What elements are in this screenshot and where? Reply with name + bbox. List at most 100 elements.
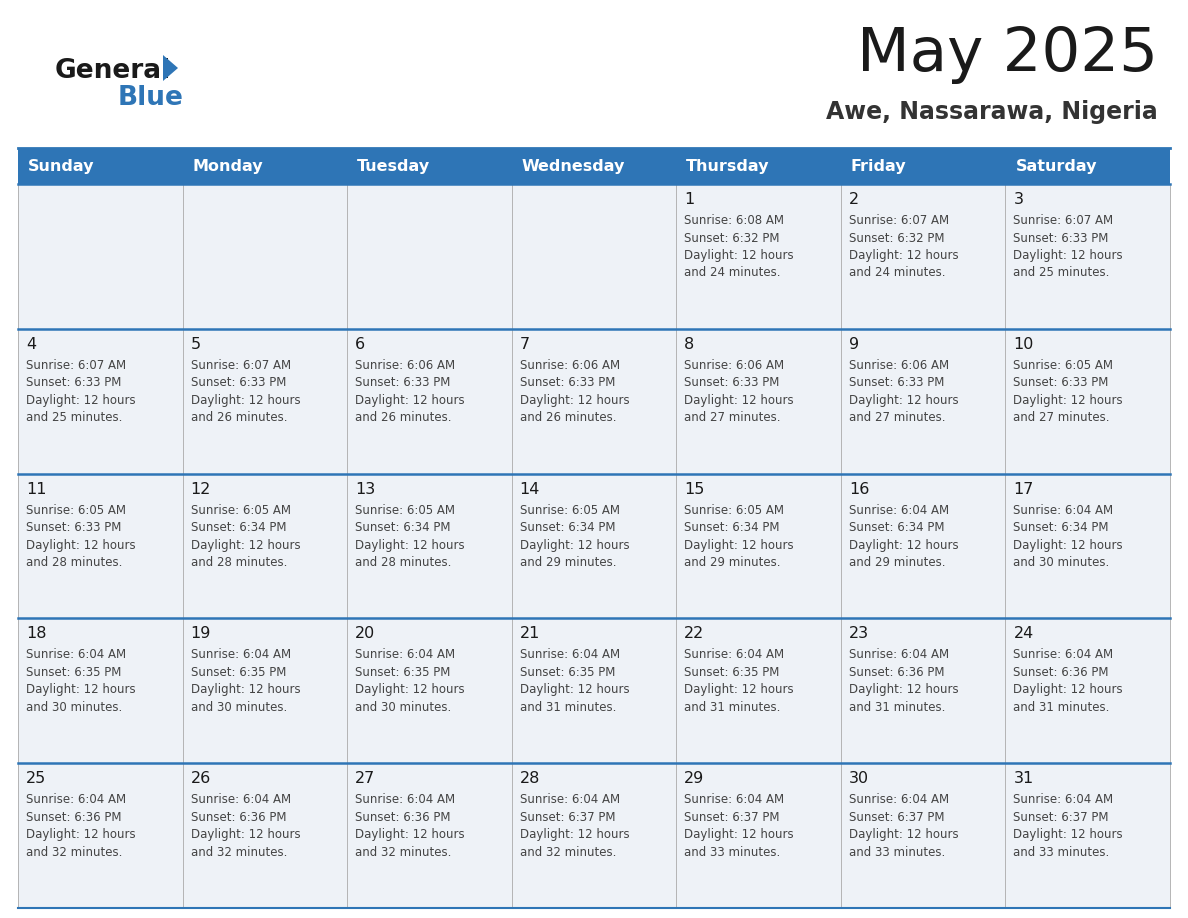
Text: Sunrise: 6:06 AM
Sunset: 6:33 PM
Daylight: 12 hours
and 27 minutes.: Sunrise: 6:06 AM Sunset: 6:33 PM Dayligh… <box>684 359 794 424</box>
Text: 4: 4 <box>26 337 36 352</box>
Text: 28: 28 <box>519 771 541 786</box>
Text: 10: 10 <box>1013 337 1034 352</box>
Text: Sunrise: 6:04 AM
Sunset: 6:36 PM
Daylight: 12 hours
and 32 minutes.: Sunrise: 6:04 AM Sunset: 6:36 PM Dayligh… <box>26 793 135 858</box>
Text: 7: 7 <box>519 337 530 352</box>
Bar <box>1005 148 1170 184</box>
Bar <box>183 619 347 763</box>
Bar <box>1005 763 1170 908</box>
Text: Sunrise: 6:05 AM
Sunset: 6:33 PM
Daylight: 12 hours
and 28 minutes.: Sunrise: 6:05 AM Sunset: 6:33 PM Dayligh… <box>26 504 135 569</box>
Text: Sunrise: 6:04 AM
Sunset: 6:37 PM
Daylight: 12 hours
and 32 minutes.: Sunrise: 6:04 AM Sunset: 6:37 PM Dayligh… <box>519 793 630 858</box>
Text: Sunrise: 6:07 AM
Sunset: 6:33 PM
Daylight: 12 hours
and 25 minutes.: Sunrise: 6:07 AM Sunset: 6:33 PM Dayligh… <box>26 359 135 424</box>
Bar <box>512 474 676 619</box>
Text: General: General <box>55 58 171 84</box>
Bar <box>183 474 347 619</box>
Text: Awe, Nassarawa, Nigeria: Awe, Nassarawa, Nigeria <box>826 100 1158 124</box>
Text: 17: 17 <box>1013 482 1034 497</box>
Text: Sunrise: 6:04 AM
Sunset: 6:37 PM
Daylight: 12 hours
and 33 minutes.: Sunrise: 6:04 AM Sunset: 6:37 PM Dayligh… <box>684 793 794 858</box>
Bar <box>841 184 1005 329</box>
Bar <box>1005 474 1170 619</box>
Text: Thursday: Thursday <box>687 159 770 174</box>
Text: 20: 20 <box>355 626 375 642</box>
Bar <box>841 329 1005 474</box>
Bar <box>183 329 347 474</box>
Text: Sunrise: 6:04 AM
Sunset: 6:35 PM
Daylight: 12 hours
and 30 minutes.: Sunrise: 6:04 AM Sunset: 6:35 PM Dayligh… <box>355 648 465 714</box>
Text: Sunrise: 6:08 AM
Sunset: 6:32 PM
Daylight: 12 hours
and 24 minutes.: Sunrise: 6:08 AM Sunset: 6:32 PM Dayligh… <box>684 214 794 279</box>
Text: 18: 18 <box>26 626 46 642</box>
Text: 14: 14 <box>519 482 541 497</box>
Text: Sunrise: 6:04 AM
Sunset: 6:36 PM
Daylight: 12 hours
and 31 minutes.: Sunrise: 6:04 AM Sunset: 6:36 PM Dayligh… <box>849 648 959 714</box>
Text: Sunrise: 6:04 AM
Sunset: 6:35 PM
Daylight: 12 hours
and 31 minutes.: Sunrise: 6:04 AM Sunset: 6:35 PM Dayligh… <box>684 648 794 714</box>
Text: Sunrise: 6:04 AM
Sunset: 6:36 PM
Daylight: 12 hours
and 32 minutes.: Sunrise: 6:04 AM Sunset: 6:36 PM Dayligh… <box>355 793 465 858</box>
Bar <box>841 763 1005 908</box>
Text: May 2025: May 2025 <box>857 25 1158 84</box>
Text: 13: 13 <box>355 482 375 497</box>
Text: 22: 22 <box>684 626 704 642</box>
Text: 2: 2 <box>849 192 859 207</box>
Bar <box>1005 619 1170 763</box>
Text: 12: 12 <box>190 482 211 497</box>
Text: Sunrise: 6:04 AM
Sunset: 6:37 PM
Daylight: 12 hours
and 33 minutes.: Sunrise: 6:04 AM Sunset: 6:37 PM Dayligh… <box>849 793 959 858</box>
Bar <box>676 184 841 329</box>
Text: Sunrise: 6:05 AM
Sunset: 6:34 PM
Daylight: 12 hours
and 29 minutes.: Sunrise: 6:05 AM Sunset: 6:34 PM Dayligh… <box>519 504 630 569</box>
Text: Sunrise: 6:04 AM
Sunset: 6:35 PM
Daylight: 12 hours
and 30 minutes.: Sunrise: 6:04 AM Sunset: 6:35 PM Dayligh… <box>190 648 301 714</box>
Bar <box>1005 184 1170 329</box>
Bar <box>512 763 676 908</box>
Text: Sunrise: 6:04 AM
Sunset: 6:36 PM
Daylight: 12 hours
and 32 minutes.: Sunrise: 6:04 AM Sunset: 6:36 PM Dayligh… <box>190 793 301 858</box>
Text: 21: 21 <box>519 626 541 642</box>
Bar <box>1005 329 1170 474</box>
Text: 23: 23 <box>849 626 868 642</box>
Text: Sunrise: 6:05 AM
Sunset: 6:34 PM
Daylight: 12 hours
and 28 minutes.: Sunrise: 6:05 AM Sunset: 6:34 PM Dayligh… <box>355 504 465 569</box>
Text: Sunrise: 6:06 AM
Sunset: 6:33 PM
Daylight: 12 hours
and 27 minutes.: Sunrise: 6:06 AM Sunset: 6:33 PM Dayligh… <box>849 359 959 424</box>
Bar <box>512 184 676 329</box>
Bar <box>18 329 183 474</box>
Bar <box>347 474 512 619</box>
Text: Sunrise: 6:04 AM
Sunset: 6:35 PM
Daylight: 12 hours
and 30 minutes.: Sunrise: 6:04 AM Sunset: 6:35 PM Dayligh… <box>26 648 135 714</box>
Bar <box>676 763 841 908</box>
Text: Wednesday: Wednesday <box>522 159 625 174</box>
Bar <box>512 619 676 763</box>
Text: Monday: Monday <box>192 159 264 174</box>
Text: Sunrise: 6:07 AM
Sunset: 6:33 PM
Daylight: 12 hours
and 25 minutes.: Sunrise: 6:07 AM Sunset: 6:33 PM Dayligh… <box>1013 214 1123 279</box>
Text: 24: 24 <box>1013 626 1034 642</box>
Text: 30: 30 <box>849 771 868 786</box>
Bar <box>841 619 1005 763</box>
Text: 3: 3 <box>1013 192 1023 207</box>
Text: Sunrise: 6:05 AM
Sunset: 6:34 PM
Daylight: 12 hours
and 29 minutes.: Sunrise: 6:05 AM Sunset: 6:34 PM Dayligh… <box>684 504 794 569</box>
Bar <box>183 184 347 329</box>
Bar <box>18 763 183 908</box>
Bar <box>183 763 347 908</box>
Bar <box>347 619 512 763</box>
Text: Sunrise: 6:05 AM
Sunset: 6:33 PM
Daylight: 12 hours
and 27 minutes.: Sunrise: 6:05 AM Sunset: 6:33 PM Dayligh… <box>1013 359 1123 424</box>
Text: 11: 11 <box>26 482 46 497</box>
Text: Sunday: Sunday <box>29 159 95 174</box>
Text: Blue: Blue <box>118 85 184 111</box>
Bar <box>18 474 183 619</box>
Bar <box>841 474 1005 619</box>
Text: Tuesday: Tuesday <box>358 159 430 174</box>
Text: Saturday: Saturday <box>1016 159 1097 174</box>
Bar <box>512 329 676 474</box>
Text: Sunrise: 6:07 AM
Sunset: 6:33 PM
Daylight: 12 hours
and 26 minutes.: Sunrise: 6:07 AM Sunset: 6:33 PM Dayligh… <box>190 359 301 424</box>
Text: Sunrise: 6:06 AM
Sunset: 6:33 PM
Daylight: 12 hours
and 26 minutes.: Sunrise: 6:06 AM Sunset: 6:33 PM Dayligh… <box>355 359 465 424</box>
Bar <box>676 329 841 474</box>
Text: 6: 6 <box>355 337 365 352</box>
Text: 8: 8 <box>684 337 695 352</box>
Text: 9: 9 <box>849 337 859 352</box>
Text: 5: 5 <box>190 337 201 352</box>
Text: Sunrise: 6:04 AM
Sunset: 6:35 PM
Daylight: 12 hours
and 31 minutes.: Sunrise: 6:04 AM Sunset: 6:35 PM Dayligh… <box>519 648 630 714</box>
Bar <box>347 329 512 474</box>
Bar <box>676 148 841 184</box>
Text: Sunrise: 6:04 AM
Sunset: 6:34 PM
Daylight: 12 hours
and 30 minutes.: Sunrise: 6:04 AM Sunset: 6:34 PM Dayligh… <box>1013 504 1123 569</box>
Text: 31: 31 <box>1013 771 1034 786</box>
Text: Sunrise: 6:06 AM
Sunset: 6:33 PM
Daylight: 12 hours
and 26 minutes.: Sunrise: 6:06 AM Sunset: 6:33 PM Dayligh… <box>519 359 630 424</box>
Text: 29: 29 <box>684 771 704 786</box>
Bar <box>347 148 512 184</box>
Text: Sunrise: 6:07 AM
Sunset: 6:32 PM
Daylight: 12 hours
and 24 minutes.: Sunrise: 6:07 AM Sunset: 6:32 PM Dayligh… <box>849 214 959 279</box>
Bar <box>18 148 183 184</box>
Text: 15: 15 <box>684 482 704 497</box>
Bar <box>18 184 183 329</box>
Text: Sunrise: 6:04 AM
Sunset: 6:36 PM
Daylight: 12 hours
and 31 minutes.: Sunrise: 6:04 AM Sunset: 6:36 PM Dayligh… <box>1013 648 1123 714</box>
Bar <box>18 619 183 763</box>
Text: 25: 25 <box>26 771 46 786</box>
Text: 1: 1 <box>684 192 695 207</box>
